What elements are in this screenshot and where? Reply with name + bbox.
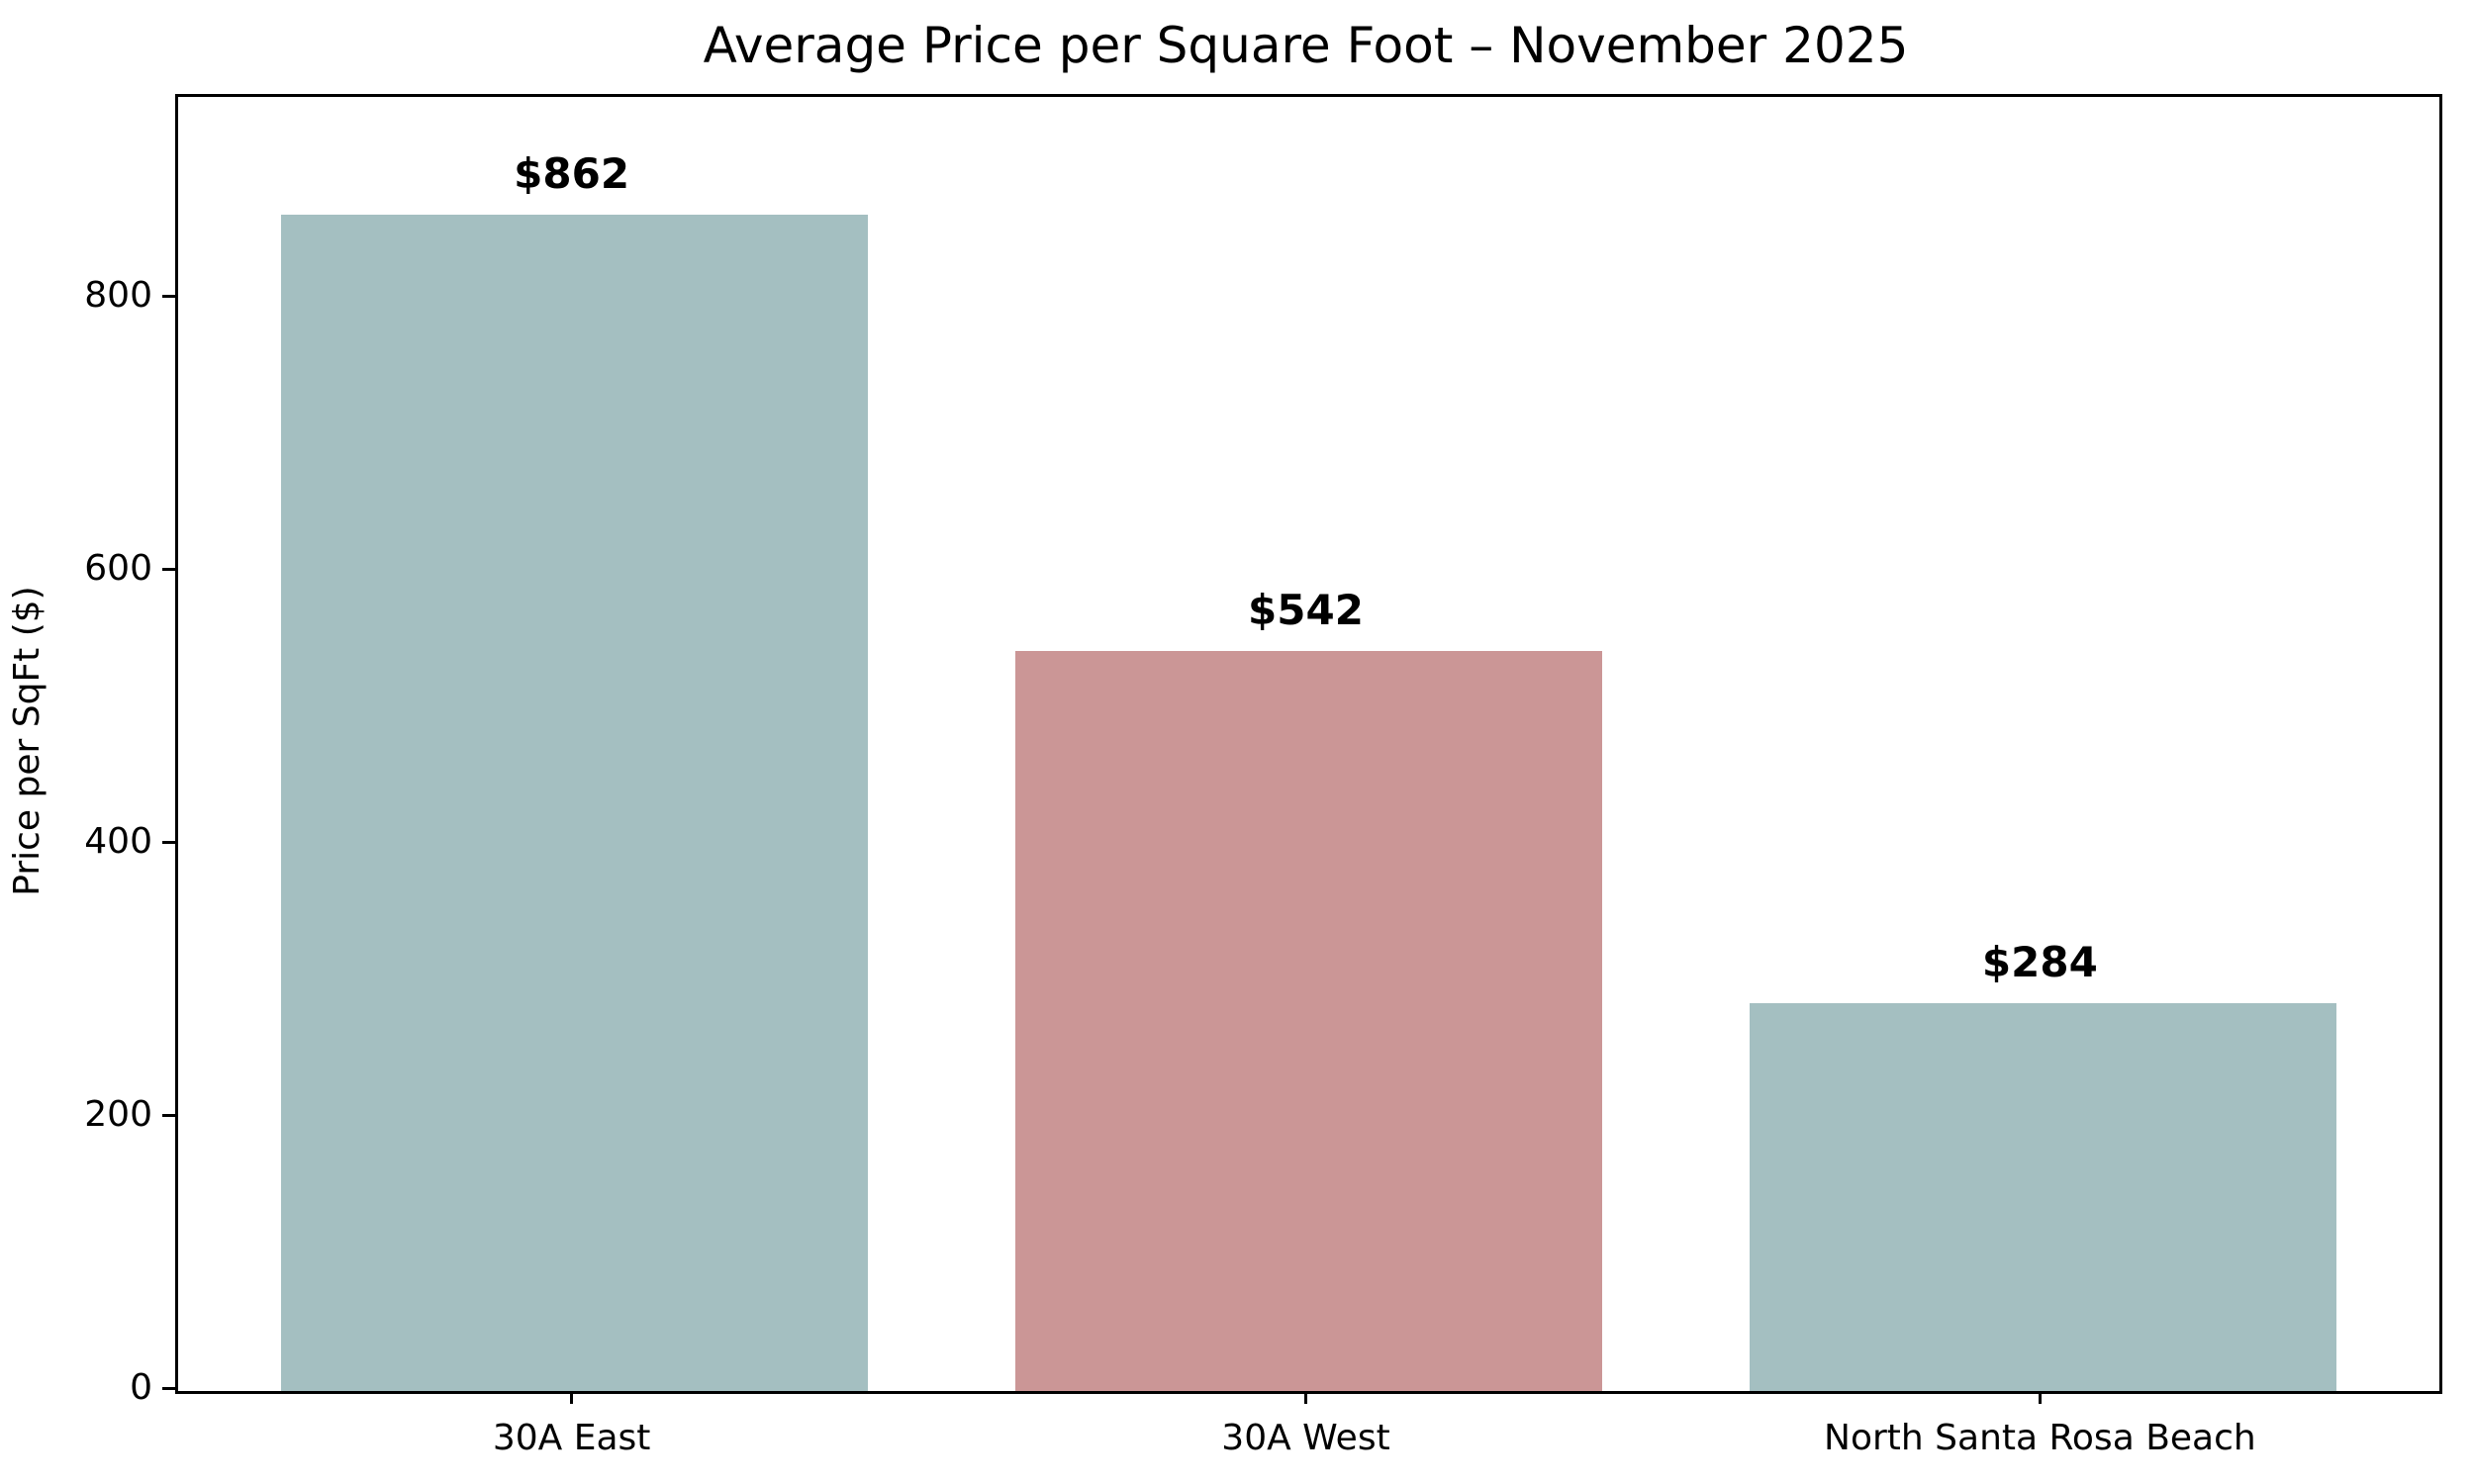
y-tick-mark: [162, 840, 175, 844]
bar-30a-west: [1014, 651, 1603, 1391]
y-tick-label: 200: [84, 1094, 152, 1136]
y-tick-mark: [162, 294, 175, 298]
bar-value-label: $862: [514, 148, 630, 198]
y-tick-label: 600: [84, 548, 152, 590]
bar-30a-east: [280, 214, 869, 1391]
y-tick-label: 800: [84, 275, 152, 317]
x-tick-mark: [570, 1391, 574, 1404]
x-tick-mark: [2038, 1391, 2042, 1404]
bar-value-label: $284: [1981, 938, 2098, 987]
chart-title: Average Price per Square Foot – November…: [703, 17, 1909, 74]
y-tick-mark: [162, 1386, 175, 1390]
x-tick-label: North Santa Rosa Beach: [1824, 1418, 2256, 1458]
x-tick-label: 30A West: [1221, 1418, 1390, 1458]
y-tick-label: 0: [130, 1367, 152, 1408]
bar-north-santa-rosa-beach: [1749, 1003, 2337, 1391]
plot-area: [175, 94, 2442, 1394]
bar-value-label: $542: [1248, 586, 1364, 635]
x-tick-label: 30A East: [492, 1418, 651, 1458]
y-tick-mark: [162, 567, 175, 571]
y-tick-label: 400: [84, 821, 152, 863]
x-tick-mark: [1304, 1391, 1307, 1404]
y-tick-mark: [162, 1113, 175, 1117]
